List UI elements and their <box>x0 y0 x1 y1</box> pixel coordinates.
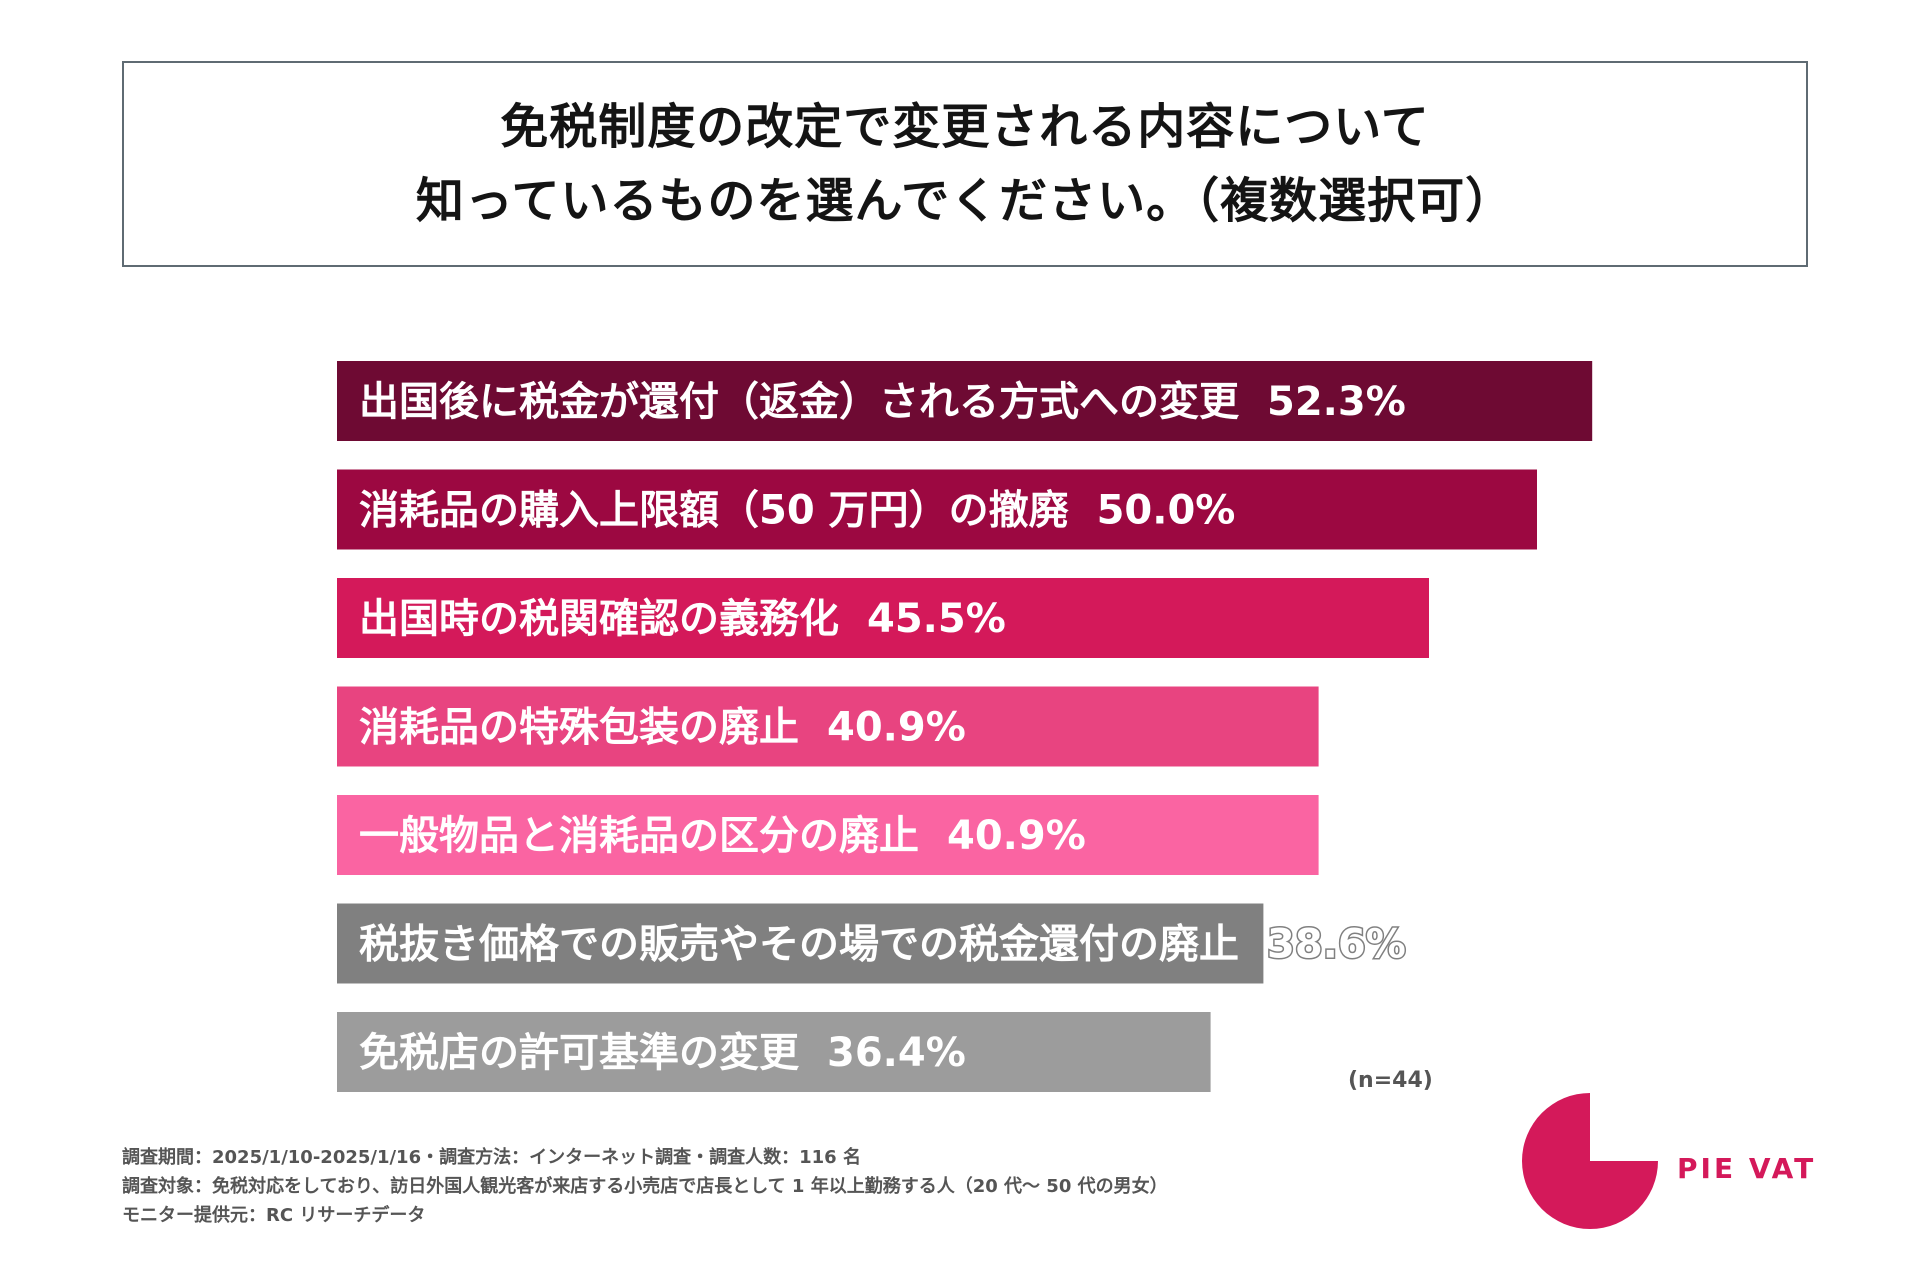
value-label-7: 36.4% <box>827 1030 966 1076</box>
bar-label-7: 免税店の許可基準の変更 36.4% <box>359 1030 966 1076</box>
title-box: 免税制度の改定で変更される内容について 知っているものを選んでください。（複数選… <box>122 61 1808 267</box>
chart-title-line-2: 知っているものを選んでください。（複数選択可） <box>415 173 1515 229</box>
value-label-1: 52.3% <box>1267 379 1406 425</box>
category-label-2: 消耗品の購入上限額（50 万円）の撤廃 <box>359 488 1070 534</box>
category-label-3: 出国時の税関確認の義務化 <box>359 596 839 642</box>
brand-name: PIE VAT <box>1677 1152 1817 1185</box>
bar-label-4: 消耗品の特殊包装の廃止 40.9% <box>359 705 966 751</box>
value-label-5: 40.9% <box>947 813 1086 859</box>
bar-2 <box>337 469 1537 550</box>
bar-label-3: 出国時の税関確認の義務化 45.5% <box>359 596 1006 642</box>
chart-title-line-1: 免税制度の改定で変更される内容について <box>500 99 1430 155</box>
bar-3 <box>337 578 1429 658</box>
note-monitor-source: モニター提供元：RC リサーチデータ <box>122 1205 426 1226</box>
category-label-4: 消耗品の特殊包装の廃止 <box>359 705 799 751</box>
note-survey-target: 調査対象：免税対応をしており、訪日外国人観光客が来店する小売店で店長として 1 … <box>122 1176 1168 1197</box>
bar-6 <box>337 903 1264 984</box>
bar-1 <box>337 361 1593 441</box>
note-survey-period: 調査期間：2025/1/10-2025/1/16・調査方法：インターネット調査・… <box>122 1147 861 1168</box>
value-label-4: 40.9% <box>827 705 966 751</box>
bar-label-6: 税抜き価格での販売やその場での税金還付の廃止 38.6% <box>359 922 1406 968</box>
category-label-7: 免税店の許可基準の変更 <box>359 1030 800 1076</box>
value-label-6: 38.6% <box>1267 922 1406 968</box>
category-label-5: 一般物品と消耗品の区分の廃止 <box>359 813 919 859</box>
value-label-3: 45.5% <box>867 596 1006 642</box>
bar-5 <box>337 795 1319 875</box>
bar-label-1: 出国後に税金が還付（返金）される方式への変更 52.3% <box>359 379 1406 425</box>
pie-vat-logo-icon <box>1522 1093 1658 1229</box>
sample-size: (n=44) <box>1348 1068 1433 1093</box>
bar-4 <box>337 686 1319 767</box>
bar-7 <box>337 1012 1211 1092</box>
category-label-1: 出国後に税金が還付（返金）される方式への変更 <box>359 379 1240 425</box>
category-label-6: 税抜き価格での販売やその場での税金還付の廃止 <box>359 922 1239 968</box>
value-label-2: 50.0% <box>1097 488 1236 534</box>
bar-label-2: 消耗品の購入上限額（50 万円）の撤廃 50.0% <box>359 488 1235 534</box>
bar-label-5: 一般物品と消耗品の区分の廃止 40.9% <box>359 813 1086 859</box>
survey-notes: 調査期間：2025/1/10-2025/1/16・調査方法：インターネット調査・… <box>122 1143 1168 1230</box>
